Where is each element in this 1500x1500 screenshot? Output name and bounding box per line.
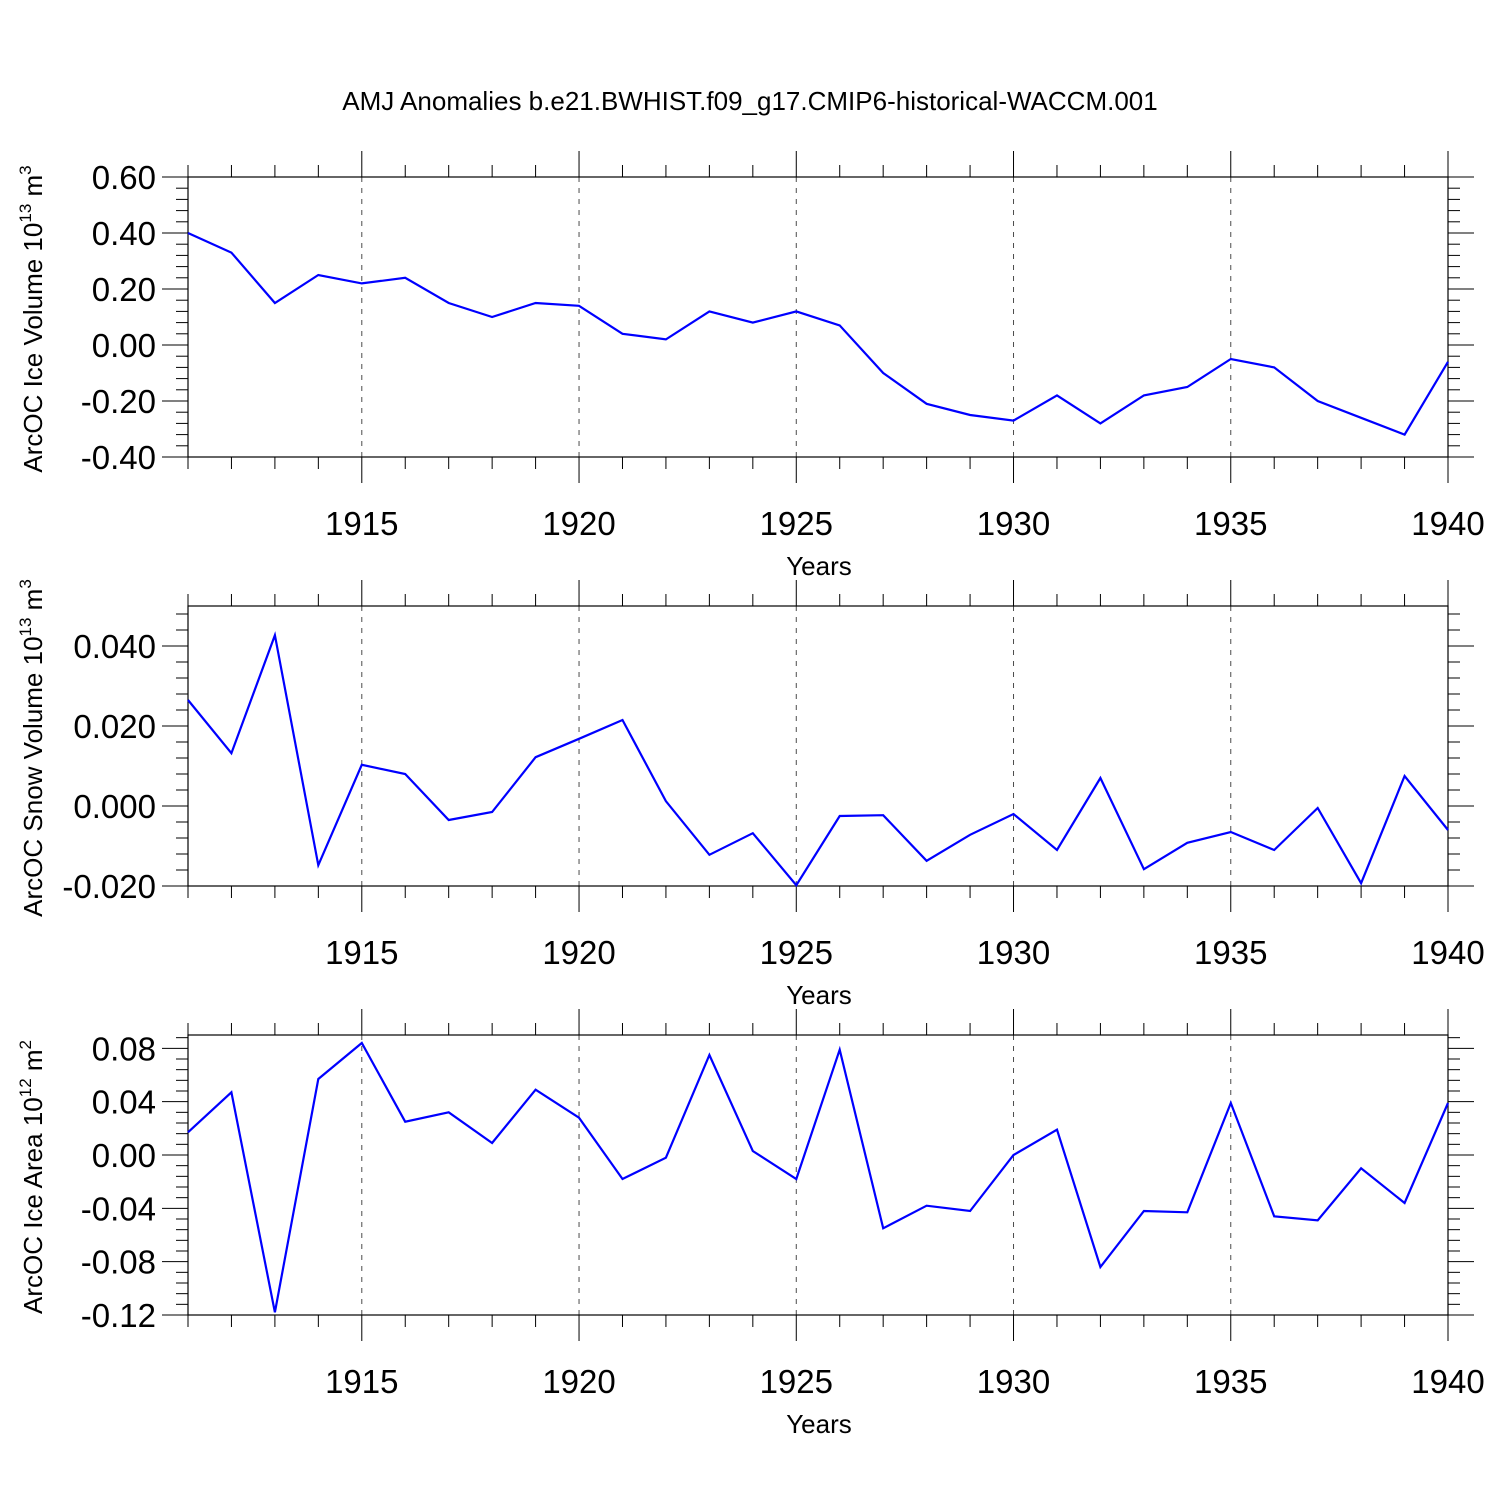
x-tick-label: 1930 <box>977 1363 1050 1400</box>
x-tick-label: 1925 <box>760 1363 833 1400</box>
y-tick-label: 0.000 <box>73 788 156 825</box>
y-tick-label: 0.40 <box>92 215 156 252</box>
y-tick-label: 0.020 <box>73 708 156 745</box>
y-tick-label: -0.08 <box>81 1244 156 1281</box>
panel-3: -0.12 -0.08 -0.04 0.00 0.04 0.08 1915 1920 1925 1… <box>16 1009 1485 1439</box>
series-line <box>187 631 1449 888</box>
x-tick-label: 1940 <box>1411 934 1484 971</box>
y-tick-label: 0.08 <box>92 1030 156 1067</box>
series-line <box>187 1041 1450 1313</box>
x-tick-label: 1930 <box>977 505 1050 542</box>
panel-1: -0.40 -0.20 0.00 0.20 0.40 0.60 1915 1920 1925 19… <box>16 151 1485 581</box>
y-tick-label: 0.040 <box>73 628 156 665</box>
y-tick-label: 0.20 <box>92 271 156 308</box>
x-tick-label: 1915 <box>325 505 398 542</box>
x-tick-label: 1935 <box>1194 505 1267 542</box>
x-tick-label: 1930 <box>977 934 1050 971</box>
y-axis-label: ArcOC Snow Volume 1013 m3 <box>16 579 48 917</box>
y-tick-label: -0.40 <box>81 439 156 476</box>
x-axis-label: Years <box>786 551 852 581</box>
y-tick-label: -0.04 <box>81 1190 156 1227</box>
x-tick-label: 1915 <box>325 934 398 971</box>
y-tick-label: 0.00 <box>92 327 156 364</box>
y-axis-label: ArcOC Ice Area 1012 m2 <box>16 1040 48 1314</box>
x-tick-label: 1915 <box>325 1363 398 1400</box>
y-tick-label: 0.60 <box>92 159 156 196</box>
plot-frame <box>187 176 1449 458</box>
x-axis-label: Years <box>786 980 852 1010</box>
y-tick-label: 0.00 <box>92 1137 156 1174</box>
x-tick-label: 1940 <box>1411 505 1484 542</box>
x-tick-label: 1920 <box>542 934 615 971</box>
series-line <box>187 231 1449 436</box>
x-tick-label: 1940 <box>1411 1363 1484 1400</box>
x-tick-label: 1920 <box>542 505 615 542</box>
x-tick-label: 1935 <box>1194 934 1267 971</box>
y-tick-label: 0.04 <box>92 1084 156 1121</box>
panel-2: -0.020 0.000 0.020 0.040 1915 1920 1925 1930 193… <box>16 579 1485 1010</box>
x-tick-label: 1925 <box>760 505 833 542</box>
x-tick-label: 1920 <box>542 1363 615 1400</box>
y-axis-label: ArcOC Ice Volume 1013 m3 <box>16 165 48 472</box>
x-axis-label: Years <box>786 1409 852 1439</box>
x-tick-label: 1935 <box>1194 1363 1267 1400</box>
plot-frame <box>187 1034 1449 1316</box>
y-tick-label: -0.020 <box>62 868 156 905</box>
plot-frame <box>187 605 1449 887</box>
y-tick-label: -0.12 <box>81 1297 156 1334</box>
x-tick-label: 1925 <box>760 934 833 971</box>
chart-title: AMJ Anomalies b.e21.BWHIST.f09_g17.CMIP6… <box>342 86 1157 116</box>
y-tick-label: -0.20 <box>81 383 156 420</box>
